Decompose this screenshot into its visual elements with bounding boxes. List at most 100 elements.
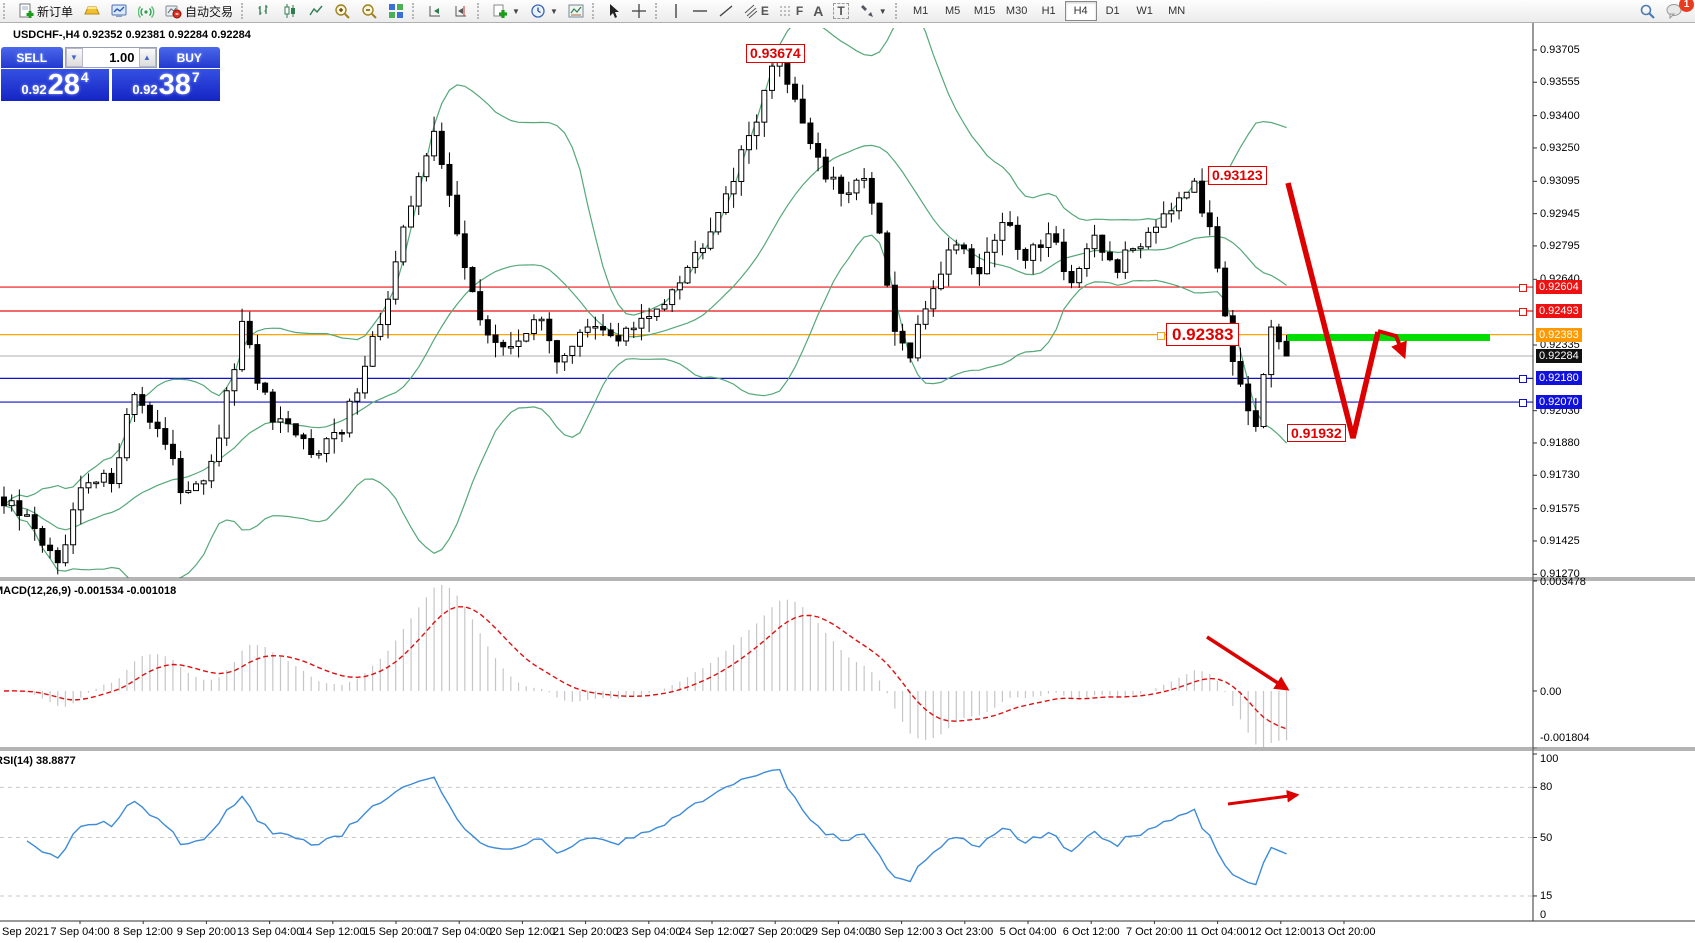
annotation-level[interactable]: 0.92383 [1166, 323, 1240, 346]
autotrading-button[interactable]: 自动交易 [160, 0, 238, 22]
templates-button[interactable] [563, 0, 589, 22]
timeframe-m30-button[interactable]: M30 [1005, 5, 1028, 17]
buy-price-button[interactable]: 0.92 38 7 [112, 69, 220, 101]
notifications-button[interactable]: 1 [1661, 0, 1694, 22]
template-icon [568, 3, 584, 19]
volume-stepper: ▼ ▲ [64, 47, 157, 68]
signal-button[interactable] [133, 0, 160, 22]
text-tool-button[interactable]: A [808, 0, 828, 22]
zoom-out-button[interactable] [356, 0, 383, 22]
timeframe-m15-button[interactable]: M15 [973, 5, 996, 17]
rsi-indicator-label: RSI(14) 38.8877 [0, 755, 76, 767]
toolbar-right-group: 1 [1634, 0, 1694, 22]
toolbar-grip [241, 3, 248, 19]
screen-chart-icon [111, 3, 128, 19]
new-order-label: 新订单 [37, 4, 74, 19]
market-watch-button[interactable] [78, 0, 106, 22]
bar-chart-mode-button[interactable] [251, 0, 277, 22]
volume-input[interactable] [82, 48, 139, 67]
horizontal-line-tool-button[interactable] [687, 0, 713, 22]
line-chart-mode-button[interactable] [303, 0, 329, 22]
chevron-down-icon: ▼ [512, 6, 520, 16]
buy-price-main: 38 [158, 69, 191, 101]
equidistant-channel-tool-button[interactable]: E [739, 0, 774, 22]
toolbar-grip [894, 3, 902, 19]
macd-pane [3, 585, 1288, 748]
rsi-pane [0, 768, 1533, 897]
vertical-line-icon [670, 3, 682, 19]
gold-icon [83, 3, 101, 19]
annotation-swing-high-2[interactable]: 0.93123 [1208, 166, 1267, 185]
sell-price-button[interactable]: 0.92 28 4 [1, 69, 109, 101]
tile-windows-button[interactable] [383, 0, 409, 22]
toolbar-grip [591, 3, 599, 19]
fibonacci-icon [779, 4, 793, 18]
toolbar-grip [412, 3, 419, 19]
text-label-tool-button[interactable]: T [828, 0, 853, 22]
auto-scroll-button[interactable] [422, 0, 448, 22]
new-order-icon [18, 3, 34, 19]
bar-chart-icon [256, 3, 272, 19]
chart-shift-button[interactable] [448, 0, 474, 22]
one-click-trading-panel: SELL ▼ ▲ BUY 0.92 28 4 0.92 38 7 [1, 47, 220, 102]
buy-button[interactable]: BUY [158, 47, 220, 68]
timeframe-h1-button[interactable]: H1 [1041, 5, 1056, 17]
volume-increase-button[interactable]: ▲ [138, 48, 156, 67]
add-indicator-icon [492, 3, 508, 19]
zoom-out-icon [361, 3, 378, 20]
annotation-swing-high-1[interactable]: 0.93674 [746, 44, 805, 63]
toolbar-grip [3, 3, 10, 19]
rsi-arrow [1227, 790, 1300, 806]
autotrading-icon [165, 3, 182, 19]
notification-badge: 1 [1679, 0, 1694, 12]
chart-window: USDCHF-,H4 0.92352 0.92381 0.92284 0.922… [0, 23, 1695, 943]
annotation-swing-low[interactable]: 0.91932 [1287, 424, 1346, 442]
timeframe-d1-button[interactable]: D1 [1105, 5, 1120, 17]
new-order-button[interactable]: 新订单 [13, 0, 78, 22]
toolbar-grip [477, 3, 484, 19]
arrows-icon [859, 3, 875, 19]
fibonacci-tool-button[interactable]: F [774, 0, 808, 22]
data-window-button[interactable] [106, 0, 133, 22]
buy-price-prefix: 0.92 [132, 82, 158, 97]
line-chart-icon [308, 3, 324, 19]
trend-arrow [1285, 182, 1381, 439]
zoom-in-button[interactable] [329, 0, 356, 22]
candlestick-mode-button[interactable] [277, 0, 303, 22]
volume-decrease-button[interactable]: ▼ [65, 48, 83, 67]
sell-button[interactable]: SELL [1, 47, 63, 68]
chevron-down-icon: ▼ [878, 6, 887, 16]
vertical-line-tool-button[interactable] [665, 0, 687, 22]
signal-icon [138, 3, 155, 19]
arrows-tool-button[interactable]: ▼ [854, 0, 892, 22]
crosshair-icon [631, 3, 647, 19]
main-price-pane [0, 28, 1533, 578]
chart-shift-icon [453, 3, 469, 19]
auto-scroll-icon [427, 3, 443, 19]
periods-button[interactable]: ▼ [525, 0, 563, 22]
price-chart-canvas [0, 23, 1695, 924]
timeframe-m1-button[interactable]: M1 [912, 5, 929, 17]
text-tool-icon: A [813, 3, 824, 19]
buy-price-pip: 7 [191, 69, 200, 85]
timeframe-mn-button[interactable]: MN [1168, 5, 1186, 17]
macd-indicator-label: MACD(12,26,9) -0.001534 -0.001018 [0, 585, 177, 597]
sell-price-main: 28 [47, 69, 80, 101]
indicators-button[interactable]: ▼ [487, 0, 525, 22]
macd-arrow [1206, 635, 1290, 691]
zoom-in-icon [334, 3, 351, 20]
trendline-tool-button[interactable] [713, 0, 739, 22]
timeframe-w1-button[interactable]: W1 [1136, 5, 1153, 17]
timeframe-h4-button[interactable]: H4 [1064, 1, 1097, 21]
clock-icon [530, 3, 546, 19]
text-label-icon: T [833, 3, 849, 19]
search-button[interactable] [1634, 0, 1661, 22]
trendline-icon [718, 3, 734, 19]
search-icon [1639, 3, 1656, 20]
timeframe-m5-button[interactable]: M5 [944, 5, 961, 17]
toolbar-grip [654, 3, 662, 19]
cursor-tool-button[interactable] [602, 0, 626, 22]
analyst-drawings [1206, 182, 1407, 806]
crosshair-tool-button[interactable] [626, 0, 652, 22]
